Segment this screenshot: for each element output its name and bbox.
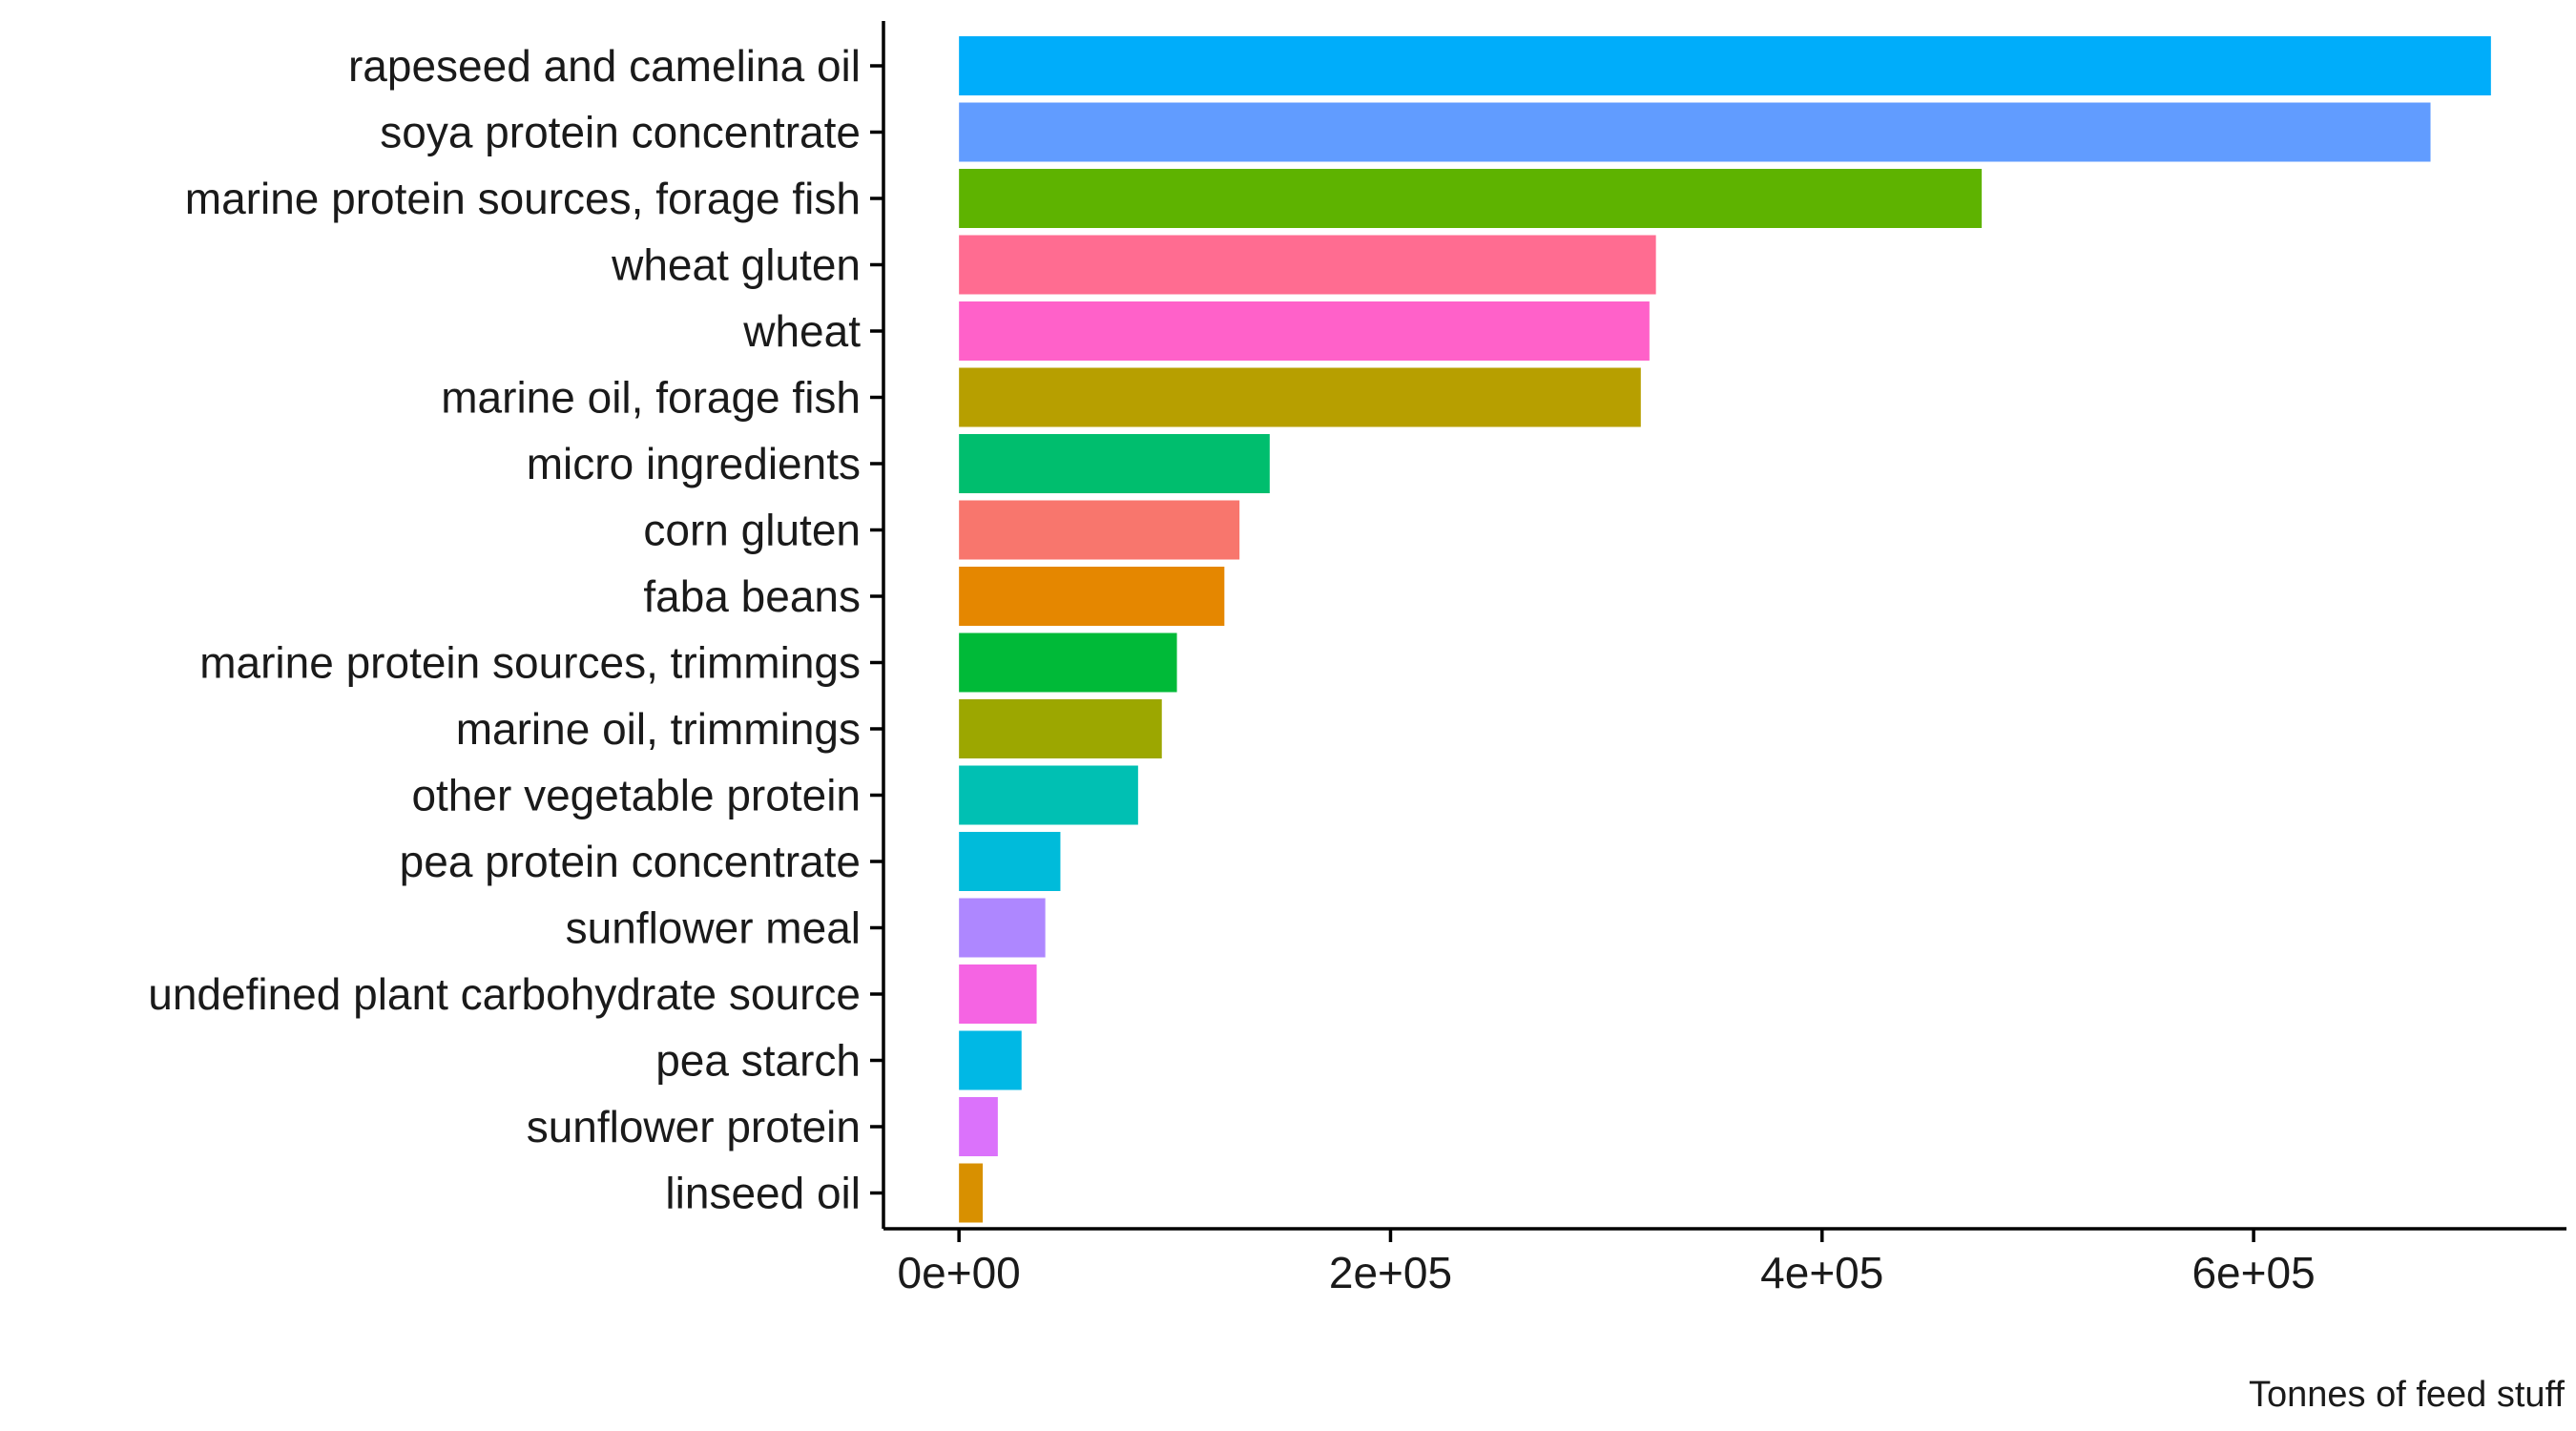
x-tick-label: 0e+00 bbox=[898, 1248, 1021, 1297]
bar bbox=[959, 699, 1162, 758]
bar bbox=[959, 567, 1225, 626]
bar bbox=[959, 367, 1641, 427]
x-tick-label: 4e+05 bbox=[1760, 1248, 1883, 1297]
chart-caption: Tonnes of feed stuff bbox=[2249, 1375, 2565, 1415]
category-label: wheat bbox=[742, 306, 861, 356]
bar bbox=[959, 434, 1270, 493]
x-tick-labels: 0e+00 2e+05 4e+05 6e+05 bbox=[898, 1229, 2316, 1297]
category-label: marine oil, trimmings bbox=[456, 704, 861, 754]
bar bbox=[959, 964, 1037, 1024]
bar bbox=[959, 1030, 1022, 1090]
bar bbox=[959, 898, 1046, 958]
bar bbox=[959, 301, 1650, 361]
category-label: soya protein concentrate bbox=[380, 108, 861, 157]
category-label: other vegetable protein bbox=[411, 771, 861, 820]
bar bbox=[959, 36, 2491, 95]
bar bbox=[959, 765, 1138, 825]
bar bbox=[959, 1097, 998, 1156]
category-label: marine protein sources, trimmings bbox=[199, 638, 861, 688]
x-tick-label: 2e+05 bbox=[1329, 1248, 1452, 1297]
category-label: corn gluten bbox=[643, 506, 861, 555]
bar bbox=[959, 1163, 984, 1223]
category-label: micro ingredients bbox=[527, 439, 861, 488]
category-label: linseed oil bbox=[665, 1169, 861, 1218]
category-label: marine oil, forage fish bbox=[441, 373, 861, 423]
category-label: sunflower protein bbox=[527, 1102, 861, 1151]
category-label: faba beans bbox=[643, 571, 861, 621]
bar bbox=[959, 832, 1061, 891]
category-label: pea protein concentrate bbox=[400, 837, 861, 886]
category-label: rapeseed and camelina oil bbox=[348, 41, 861, 91]
category-label: marine protein sources, forage fish bbox=[185, 174, 861, 223]
category-label: undefined plant carbohydrate source bbox=[148, 969, 861, 1019]
bars-layer bbox=[959, 36, 2491, 1223]
category-labels: rapeseed and camelina oil soya protein co… bbox=[148, 41, 883, 1218]
bar bbox=[959, 235, 1656, 295]
bar bbox=[959, 633, 1177, 693]
bar bbox=[959, 102, 2431, 162]
x-tick-label: 6e+05 bbox=[2192, 1248, 2315, 1297]
category-label: pea starch bbox=[655, 1036, 861, 1086]
bar bbox=[959, 169, 1983, 228]
category-label: wheat gluten bbox=[611, 240, 861, 290]
axes-layer bbox=[882, 21, 2566, 1231]
bar bbox=[959, 500, 1240, 560]
category-label: sunflower meal bbox=[566, 903, 861, 953]
